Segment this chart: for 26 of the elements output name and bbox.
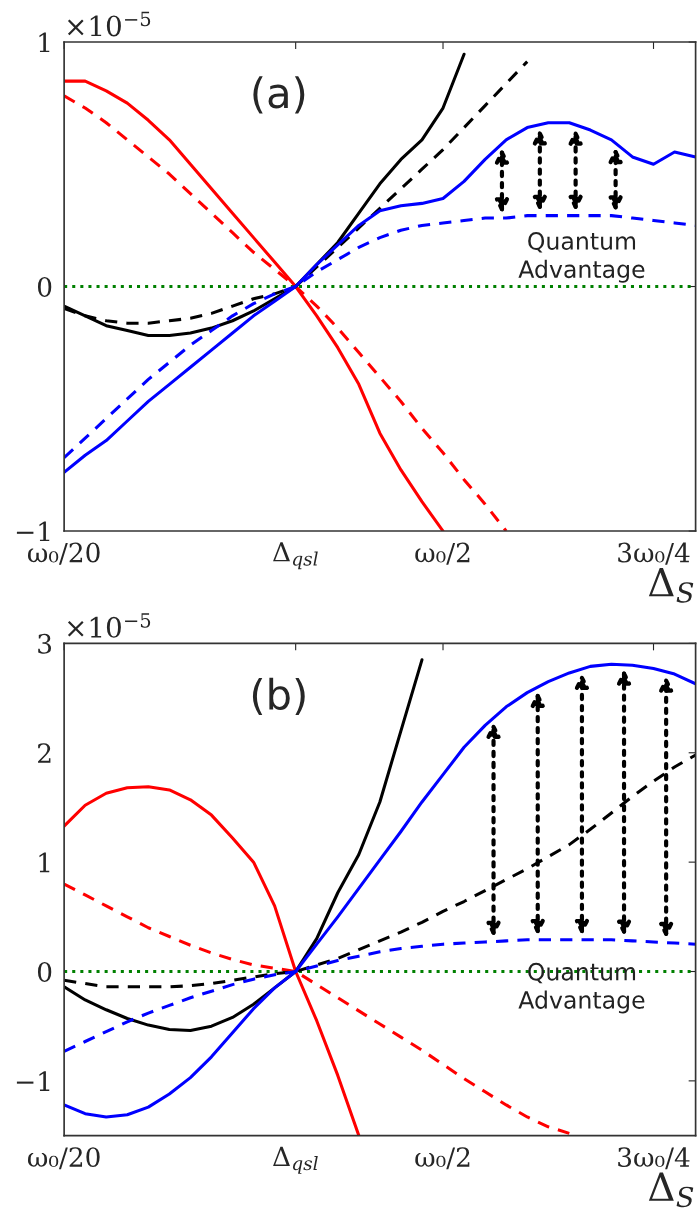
y-tick-label: −1: [16, 1071, 50, 1091]
x-tick-label: ω₀/2: [415, 1147, 470, 1170]
x-tick-label: 3ω₀/4: [618, 1147, 690, 1170]
annotation: (a): [253, 76, 305, 114]
y-tick-label: 1: [39, 852, 50, 873]
x-tick-label: Δ$_{qsl}$: [273, 542, 318, 570]
text: ×10$^{−5}$: [67, 613, 151, 638]
y-tick-label: 3: [38, 633, 52, 654]
x-axis-title: Δ$_{S}$: [648, 567, 694, 603]
annotation: (b): [252, 677, 305, 716]
x-tick-label: 3ω₀/4: [618, 542, 690, 565]
y-tick-label: 0: [37, 961, 52, 982]
annotation: Quantum Advantage: [518, 232, 645, 283]
y-tick-label: −1: [16, 521, 50, 542]
x-tick-label: Δ$_{qsl}$: [273, 1146, 318, 1174]
x-axis-title: Δ$_{S}$: [648, 1172, 694, 1208]
y-tick-label: 0: [37, 276, 52, 297]
y-tick-label: 2: [38, 743, 51, 763]
x-tick-label: ω₀/2: [415, 542, 470, 565]
x-tick-label: ω₀/20: [28, 542, 100, 565]
line-series: [64, 662, 696, 1119]
y-tick-label: 1: [39, 32, 50, 53]
x-tick-label: ω₀/20: [28, 1147, 100, 1170]
annotation: Quantum Advantage: [518, 962, 645, 1014]
text: ×10$^{−5}$: [67, 11, 151, 37]
line-series: [64, 121, 696, 474]
